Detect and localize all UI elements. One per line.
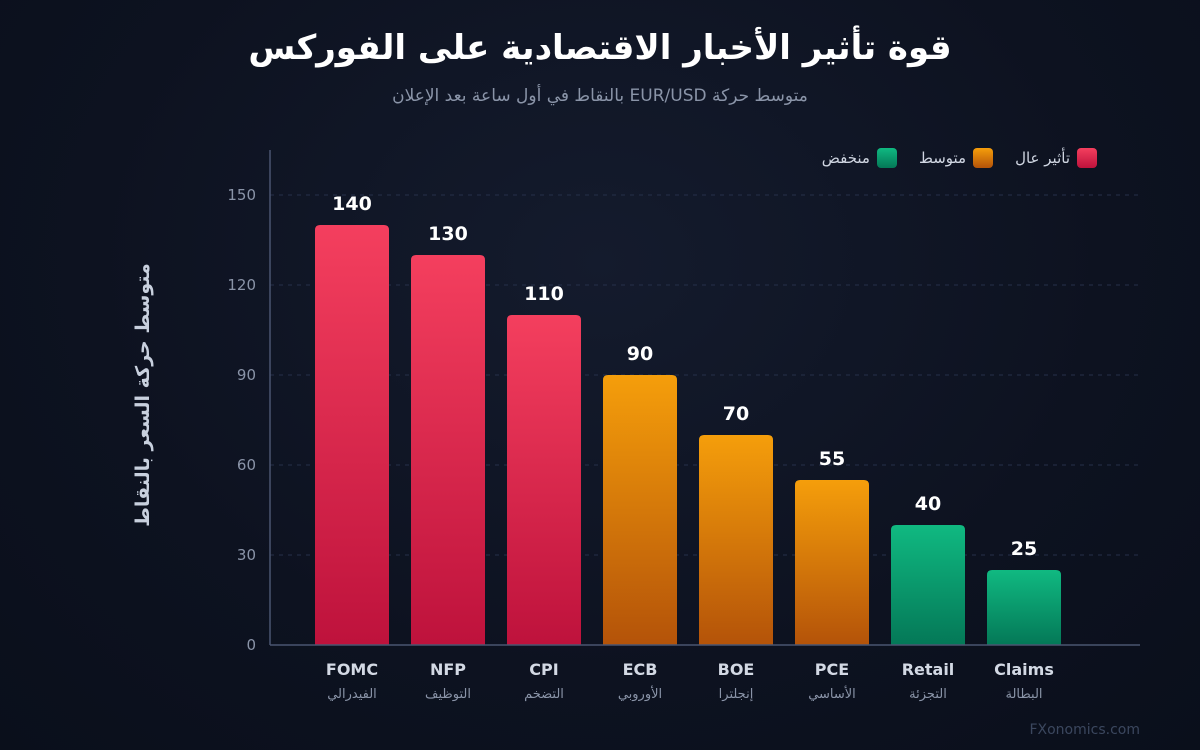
x-tick-sublabel: الأوروبي	[618, 685, 662, 702]
watermark: FXonomics.com	[1029, 722, 1140, 738]
y-tick-label: 150	[227, 186, 256, 204]
y-tick-label: 60	[237, 456, 256, 474]
bar-pce	[795, 480, 869, 645]
data-label: 140	[332, 193, 372, 215]
bar-cpi	[507, 315, 581, 645]
legend-label-low: منخفض	[821, 149, 870, 167]
y-tick-label: 30	[237, 546, 256, 564]
x-tick-label: ECB	[623, 660, 658, 679]
legend-item-low: منخفض	[822, 148, 897, 168]
data-label: 90	[627, 343, 653, 365]
y-tick-label: 90	[237, 366, 256, 384]
legend-label-medium: متوسط	[918, 149, 967, 167]
legend-label-high: تأثير عال	[1015, 149, 1070, 167]
x-tick-sublabel: الفيدرالي	[327, 687, 377, 702]
data-label: 70	[723, 403, 749, 425]
chart-subtitle: متوسط حركة EUR/USD بالنقاط في أول ساعة ب…	[392, 86, 808, 106]
bar-fomc	[315, 225, 389, 645]
x-tick-sublabel: التضخم	[524, 687, 564, 702]
data-label: 55	[819, 448, 845, 470]
chart-title: قوة تأثير الأخبار الاقتصادية على الفوركس	[248, 28, 952, 68]
x-tick-label: FOMC	[326, 660, 378, 679]
x-tick-label: CPI	[529, 660, 558, 679]
x-tick-label: PCE	[815, 660, 849, 679]
x-tick-sublabel: إنجلترا	[719, 687, 754, 702]
x-tick-label: BOE	[718, 660, 755, 679]
y-tick-label: 0	[246, 636, 256, 654]
data-label: 25	[1011, 538, 1037, 560]
legend-item-high: تأثير عال	[1015, 148, 1097, 168]
data-label: 40	[915, 493, 941, 515]
bar-nfp	[411, 255, 485, 645]
legend-swatch-low	[876, 148, 897, 168]
x-tick-label: NFP	[430, 660, 466, 679]
bar-claims	[987, 570, 1061, 645]
y-tick-label: 120	[227, 276, 256, 294]
bar-ecb	[603, 375, 677, 645]
x-tick-label: Claims	[994, 660, 1054, 679]
legend-item-medium: متوسط	[918, 148, 994, 168]
x-tick-sublabel: التجزئة	[909, 687, 947, 702]
legend-swatch-high	[1077, 148, 1097, 168]
bar-retail	[891, 525, 965, 645]
legend-swatch-medium	[973, 148, 994, 168]
x-tick-sublabel: البطالة	[1005, 687, 1042, 702]
x-tick-sublabel: التوظيف	[425, 687, 471, 702]
bar-boe	[699, 435, 773, 645]
x-tick-sublabel: الأساسي	[808, 685, 856, 702]
data-label: 110	[524, 283, 564, 305]
data-label: 130	[428, 223, 468, 245]
x-tick-label: Retail	[902, 660, 955, 679]
legend: تأثير عال متوسط منخفض	[822, 148, 1097, 168]
